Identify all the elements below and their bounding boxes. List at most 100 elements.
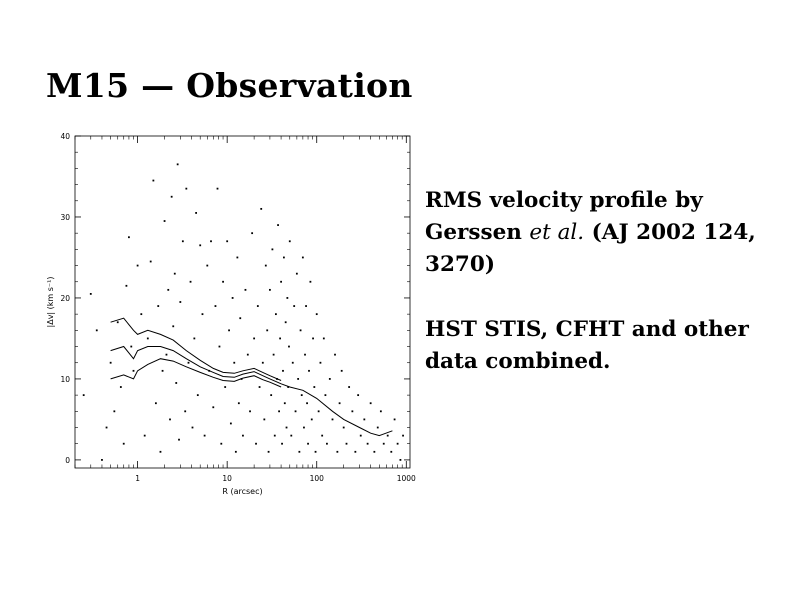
slide-title: M15 — Observation <box>46 66 413 105</box>
data-point <box>328 378 331 380</box>
data-point <box>314 450 317 453</box>
data-point <box>283 256 285 259</box>
data-point <box>159 450 162 453</box>
data-point <box>399 459 402 461</box>
data-point <box>288 345 290 348</box>
data-point <box>154 402 157 405</box>
data-point <box>226 240 229 243</box>
data-point <box>277 224 279 226</box>
data-point <box>359 434 362 437</box>
data-point <box>193 337 196 340</box>
data-point <box>373 450 376 453</box>
y-tick-label: 0 <box>65 456 70 465</box>
data-point <box>366 442 369 445</box>
data-point <box>179 301 182 303</box>
data-point <box>172 325 175 328</box>
data-point <box>268 288 271 291</box>
data-point <box>348 386 351 388</box>
data-point <box>206 264 209 267</box>
data-point <box>263 418 266 421</box>
data-point <box>189 280 192 283</box>
x-tick-label: 1000 <box>397 474 416 483</box>
data-point <box>163 220 166 222</box>
data-point <box>336 450 339 453</box>
data-point <box>299 329 302 332</box>
data-point <box>201 313 204 316</box>
data-point <box>218 345 221 348</box>
data-point <box>212 406 215 409</box>
description-reference: RMS velocity profile by Gerssen et al. (… <box>425 185 785 281</box>
data-point <box>290 434 293 437</box>
data-point <box>312 337 314 340</box>
data-point <box>105 426 108 429</box>
data-point <box>326 442 328 445</box>
reference-journal: (AJ 2002 124, 3270) <box>425 220 756 277</box>
data-point <box>390 450 393 453</box>
data-point <box>297 378 300 380</box>
data-point <box>402 434 404 437</box>
data-point <box>307 442 309 445</box>
data-point <box>278 410 280 413</box>
data-point <box>285 426 288 429</box>
data-point <box>393 418 396 421</box>
data-point <box>249 410 251 413</box>
profile-line <box>110 317 282 381</box>
data-point <box>304 353 306 356</box>
description-panel: RMS velocity profile by Gerssen et al. (… <box>425 185 785 378</box>
data-point <box>351 410 354 413</box>
data-point <box>266 329 269 332</box>
data-point <box>236 256 239 259</box>
data-point <box>280 280 282 283</box>
y-axis-label: |Δv| (km s⁻¹) <box>46 277 55 328</box>
data-point <box>273 434 276 437</box>
data-point <box>231 297 234 299</box>
data-point <box>89 293 92 295</box>
data-point <box>237 402 240 405</box>
profile-line <box>110 358 282 388</box>
data-point <box>321 434 324 437</box>
data-point <box>146 337 149 340</box>
data-point <box>305 305 307 307</box>
data-point <box>264 264 267 267</box>
data-point <box>165 353 168 356</box>
data-point <box>286 297 289 299</box>
data-point <box>270 394 273 397</box>
data-point <box>363 418 366 421</box>
data-point <box>338 402 341 405</box>
data-point <box>261 361 264 364</box>
data-point <box>272 353 275 356</box>
data-point <box>216 187 219 190</box>
data-point <box>396 442 399 445</box>
data-point <box>303 426 305 429</box>
data-point <box>109 361 112 364</box>
data-point <box>203 434 206 437</box>
data-point <box>157 305 160 307</box>
data-point <box>152 179 155 182</box>
data-point <box>214 305 217 307</box>
data-point <box>175 382 178 384</box>
data-point <box>185 187 188 190</box>
data-point <box>95 329 98 332</box>
data-point <box>260 207 263 210</box>
x-tick-label: 1 <box>135 474 140 483</box>
data-point <box>229 422 232 425</box>
data-point <box>125 284 128 287</box>
description-data-sources: HST STIS, CFHT and other data combined. <box>425 317 749 374</box>
data-point <box>331 418 334 421</box>
data-point <box>234 450 237 453</box>
data-point <box>342 426 345 429</box>
data-point <box>119 386 122 388</box>
data-point <box>308 369 310 372</box>
data-point <box>130 345 133 348</box>
data-point <box>128 236 130 239</box>
data-point <box>191 426 194 429</box>
data-point <box>239 317 242 320</box>
data-point <box>253 337 256 340</box>
data-point <box>196 394 199 397</box>
data-point <box>324 394 327 397</box>
data-point <box>382 442 385 445</box>
data-point <box>317 410 320 413</box>
data-point <box>176 163 179 166</box>
data-point <box>354 450 357 453</box>
data-point <box>233 361 236 364</box>
